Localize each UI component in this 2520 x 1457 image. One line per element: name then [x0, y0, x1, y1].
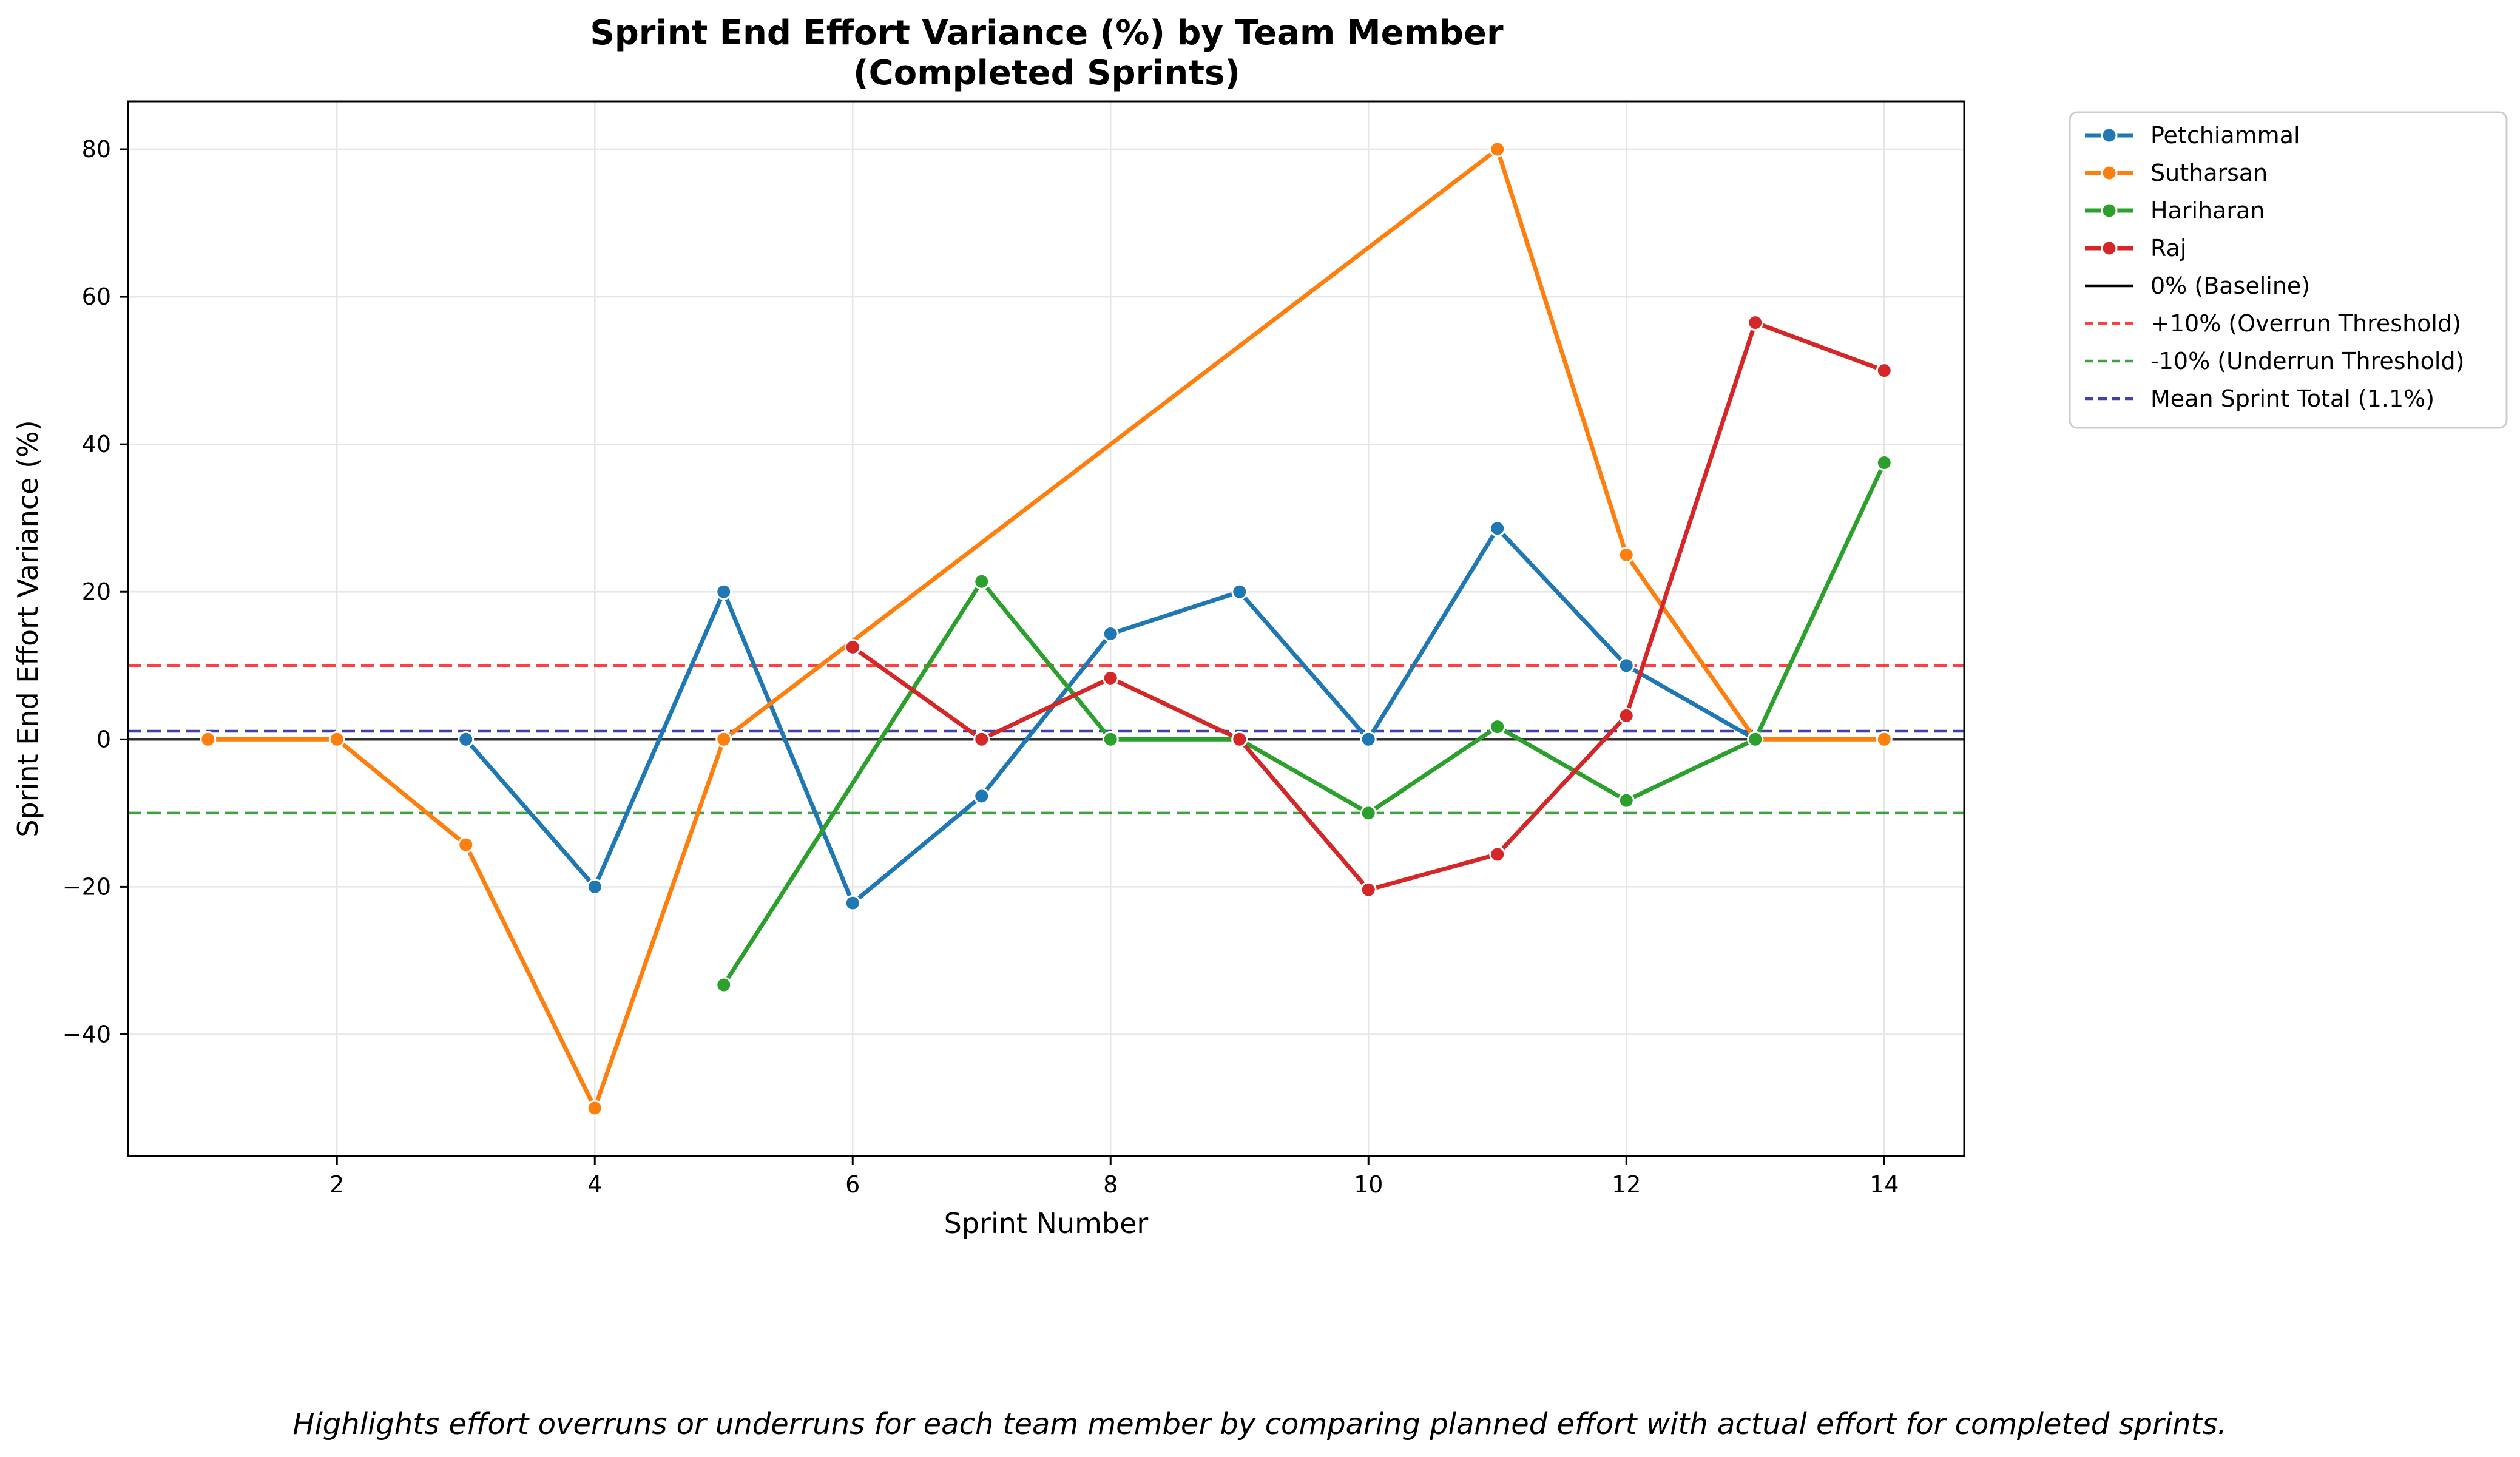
x-axis-label: Sprint Number: [944, 1207, 1149, 1240]
legend-marker: [2101, 202, 2118, 219]
chart-caption: Highlights effort overruns or underruns …: [292, 1407, 2226, 1441]
data-point: [1618, 657, 1635, 674]
series-lines: [200, 141, 1893, 1117]
chart-title: Sprint End Effort Variance (%) by Team M…: [590, 13, 1504, 53]
y-tick-label: 80: [82, 136, 111, 163]
data-point: [1360, 805, 1377, 822]
plot-frame: [127, 100, 1965, 1157]
y-tick-label: 60: [82, 283, 111, 310]
data-point: [973, 788, 990, 805]
data-point: [1618, 707, 1635, 724]
data-point: [1618, 546, 1635, 563]
x-tick-label: 10: [1354, 1171, 1383, 1198]
data-point: [586, 878, 603, 895]
data-point: [973, 731, 990, 748]
data-point: [1102, 731, 1119, 748]
data-point: [458, 836, 475, 853]
y-axis-ticks: −40 −20 0 20 40 60 80: [62, 136, 128, 1047]
y-tick-label: −40: [62, 1021, 111, 1047]
x-tick-label: 8: [1103, 1171, 1118, 1198]
data-point: [1489, 846, 1506, 863]
data-point: [1876, 362, 1893, 379]
legend-marker: [2101, 240, 2118, 257]
y-tick-label: 0: [96, 726, 111, 752]
data-point: [1231, 731, 1248, 748]
x-tick-label: 2: [329, 1171, 344, 1198]
data-point: [1747, 314, 1764, 331]
data-point: [458, 731, 475, 748]
data-point: [200, 731, 217, 748]
legend: Petchiammal Sutharsan Hariharan Raj 0% (Base…: [2069, 111, 2508, 429]
data-point: [1747, 731, 1764, 748]
data-point: [715, 976, 732, 993]
legend-label: Sutharsan: [2150, 160, 2268, 186]
data-point: [715, 731, 732, 748]
x-tick-label: 6: [845, 1171, 860, 1198]
legend-label: Raj: [2150, 235, 2186, 262]
data-point: [1360, 731, 1377, 748]
x-tick-label: 14: [1870, 1171, 1899, 1198]
data-point: [1102, 626, 1119, 643]
data-point: [1489, 520, 1506, 537]
x-axis-ticks: 2 4 6 8 10 12 14: [329, 1156, 1899, 1198]
data-point: [1876, 455, 1893, 472]
data-point: [844, 638, 861, 655]
x-tick-label: 12: [1612, 1171, 1641, 1198]
legend-label: Petchiammal: [2150, 122, 2300, 149]
y-tick-label: 40: [82, 431, 111, 458]
data-point: [1618, 792, 1635, 809]
data-point: [844, 894, 861, 911]
y-axis-label: Sprint End Effort Variance (%): [12, 420, 44, 837]
data-point: [586, 1100, 603, 1117]
legend-label: Hariharan: [2150, 197, 2265, 224]
data-point: [1489, 718, 1506, 735]
data-point: [973, 573, 990, 590]
data-point: [1876, 731, 1893, 748]
data-point: [1360, 881, 1377, 898]
legend-items: Petchiammal Sutharsan Hariharan Raj 0% (Base…: [2085, 122, 2464, 412]
data-point: [1489, 141, 1506, 158]
y-tick-label: 20: [82, 578, 111, 605]
y-tick-label: −20: [62, 873, 111, 900]
legend-marker: [2101, 164, 2118, 181]
legend-marker: [2101, 127, 2118, 144]
plot-area: [128, 101, 1964, 1156]
legend-label: +10% (Overrun Threshold): [2150, 310, 2461, 337]
data-point: [1231, 583, 1248, 600]
data-point: [328, 731, 345, 748]
legend-box: [2069, 111, 2508, 429]
data-point: [715, 583, 732, 600]
legend-label: -10% (Underrun Threshold): [2150, 348, 2464, 374]
chart-subtitle: (Completed Sprints): [853, 53, 1240, 93]
data-point: [1102, 669, 1119, 686]
x-tick-label: 4: [587, 1171, 602, 1198]
legend-label: 0% (Baseline): [2150, 272, 2310, 299]
reference-lines: [128, 664, 1964, 815]
legend-label: Mean Sprint Total (1.1%): [2150, 385, 2434, 412]
